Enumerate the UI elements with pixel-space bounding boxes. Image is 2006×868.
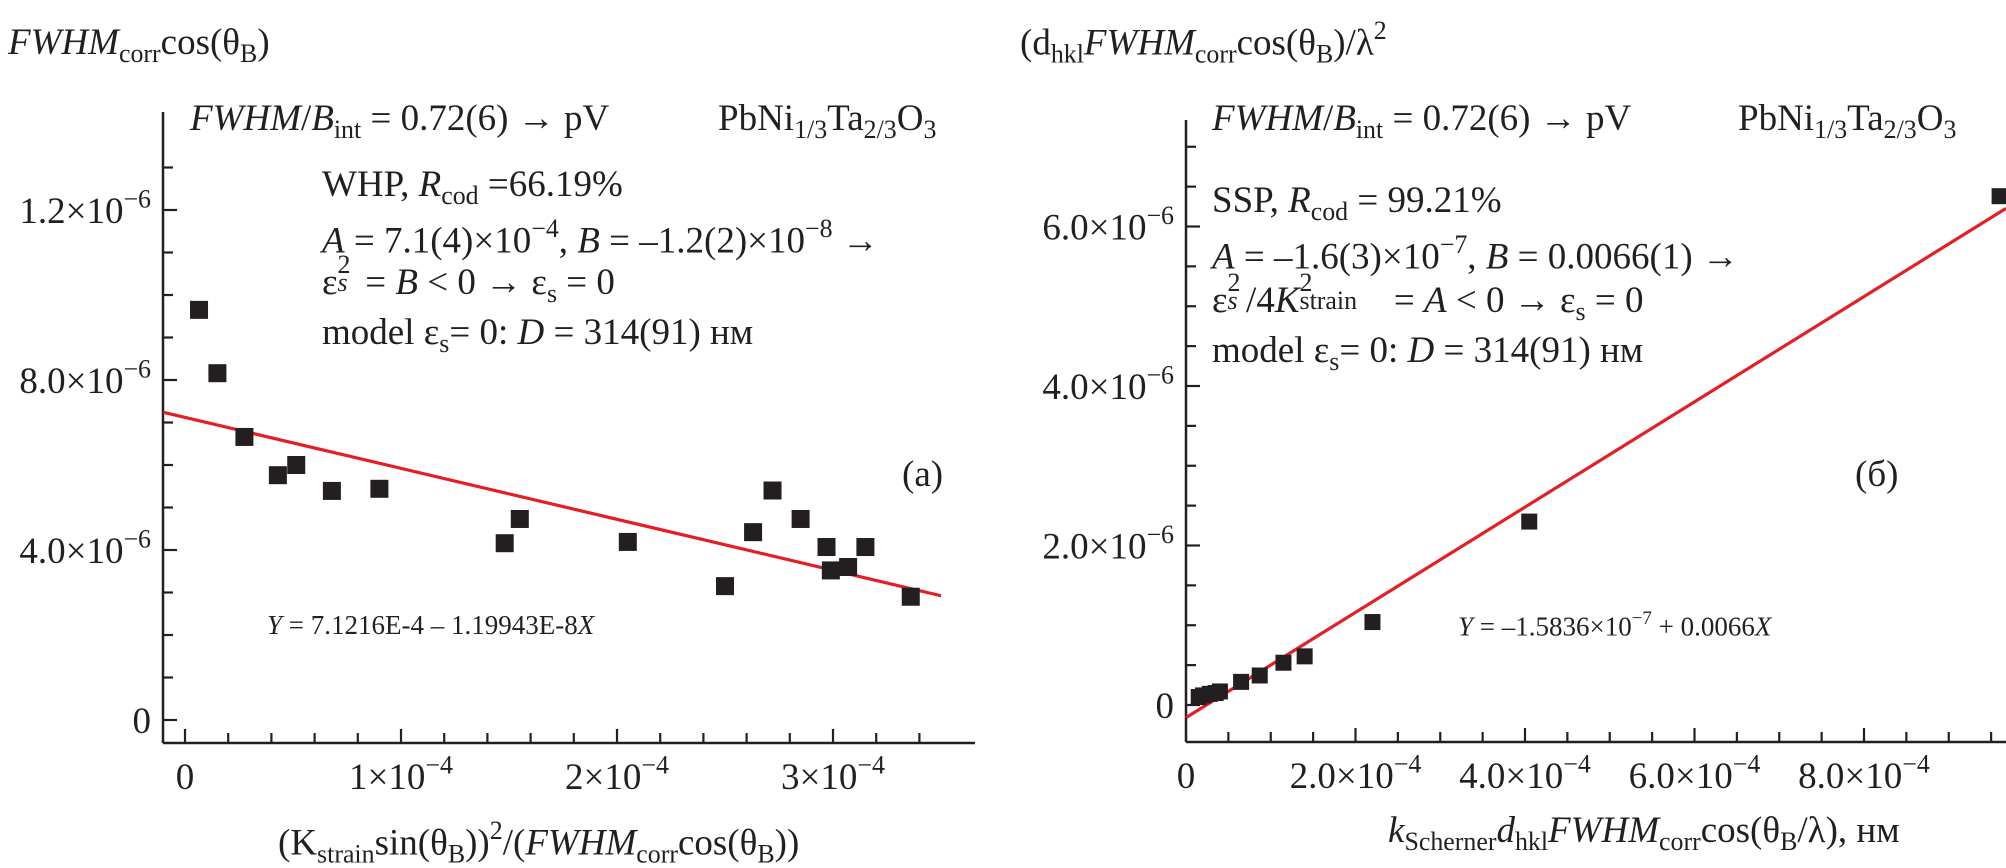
right-data-point [1296,648,1313,665]
left-fit-equation: Y = 7.1216E-4 – 1.19943E-8X [267,610,595,640]
left-annotation-line1: FWHM/Bint = 0.72(6) → pV [190,98,610,144]
right-y-tick-label: 4.0×10−6 [1042,360,1174,408]
left-data-point [716,577,734,596]
left-data-point [235,427,254,446]
left-data-point [495,534,514,553]
left-data-point [821,561,840,580]
left-panel-label: (a) [902,454,944,495]
right-annotation-line2: SSP, Rcod = 99.21% [1212,180,1502,226]
left-data-point [618,532,637,551]
right-data-point [1991,188,2006,205]
right-y-tick-label: 6.0×10−6 [1042,201,1174,249]
left-fit-line [163,410,942,598]
left-y-tick-label: 0 [133,701,152,742]
right-annotation-line1: FWHM/Bint = 0.72(6) → pV [1212,98,1632,144]
left-data-point [856,538,875,557]
left-annotation-line2: WHP, Rcod =66.19% [322,164,623,210]
left-data-point [791,509,810,528]
left-x-tick-label: 3×10−4 [781,750,885,798]
left-annotation-line3: A = 7.1(4)×10−4, B = –1.2(2)×10−8 → [322,214,879,262]
right-data-point [1211,683,1228,700]
right-annotation-line5: model εs= 0: D = 314(91) нм [1212,330,1644,376]
right-data-point [1275,654,1292,671]
right-x-tick-label: 0 [1177,756,1196,797]
right-fit-equation: Y = –1.5836×10−7 + 0.0066X [1458,608,1772,642]
left-y-tick-label: 8.0×10−6 [19,354,151,402]
left-data-point [370,479,389,498]
right-fit-line [1185,206,2006,719]
left-x-tick-label: 1×10−4 [349,750,453,798]
right-y-tick-label: 2.0×10−6 [1042,520,1174,568]
left-data-point [208,364,227,383]
right-y-tick-label: 0 [1156,686,1175,727]
left-y-axis-label: FWHMcorrcos(θB) [8,22,270,68]
left-data-point [744,523,763,542]
right-x-tick-label: 4.0×10−4 [1459,749,1591,797]
left-data-point [322,481,341,500]
left-x-tick-label: 0 [176,757,195,798]
left-x-tick-label: 2×10−4 [565,750,669,798]
right-x-axis-label: kSchernerdhklFWHMcorrcos(θB/λ), нм [1388,810,1900,856]
right-y-axis-label: (dhklFWHMcorrcos(θB)/λ2 [1020,16,1387,69]
left-annotation-line5: model εs= 0: D = 314(91) нм [322,312,754,358]
left-formula: PbNi1/3Ta2/3O3 [718,98,937,144]
left-data-point [287,456,306,474]
right-data-point [1251,667,1268,684]
left-data-point [763,481,782,500]
left-y-tick-label: 4.0×10−6 [19,524,151,572]
right-annotation-line3: A = –1.6(3)×10−7, B = 0.0066(1) → [1212,230,1739,278]
left-data-point [190,300,209,319]
left-y-tick-label: 1.2×10−6 [19,184,151,232]
left-data-point [901,587,920,606]
right-formula: PbNi1/3Ta2/3O3 [1738,98,1957,144]
right-x-tick-label: 6.0×10−4 [1629,749,1761,797]
left-data-point [839,558,858,576]
right-data-point [1364,614,1381,631]
right-x-tick-label: 2.0×10−4 [1290,749,1422,797]
right-data-point [1233,673,1250,690]
right-data-point [1521,513,1538,530]
right-panel-label: (б) [1855,454,1899,495]
left-data-point [817,538,836,557]
right-x-tick-label: 8.0×10−4 [1798,749,1930,797]
left-data-point [268,466,287,485]
left-data-point [510,509,529,528]
